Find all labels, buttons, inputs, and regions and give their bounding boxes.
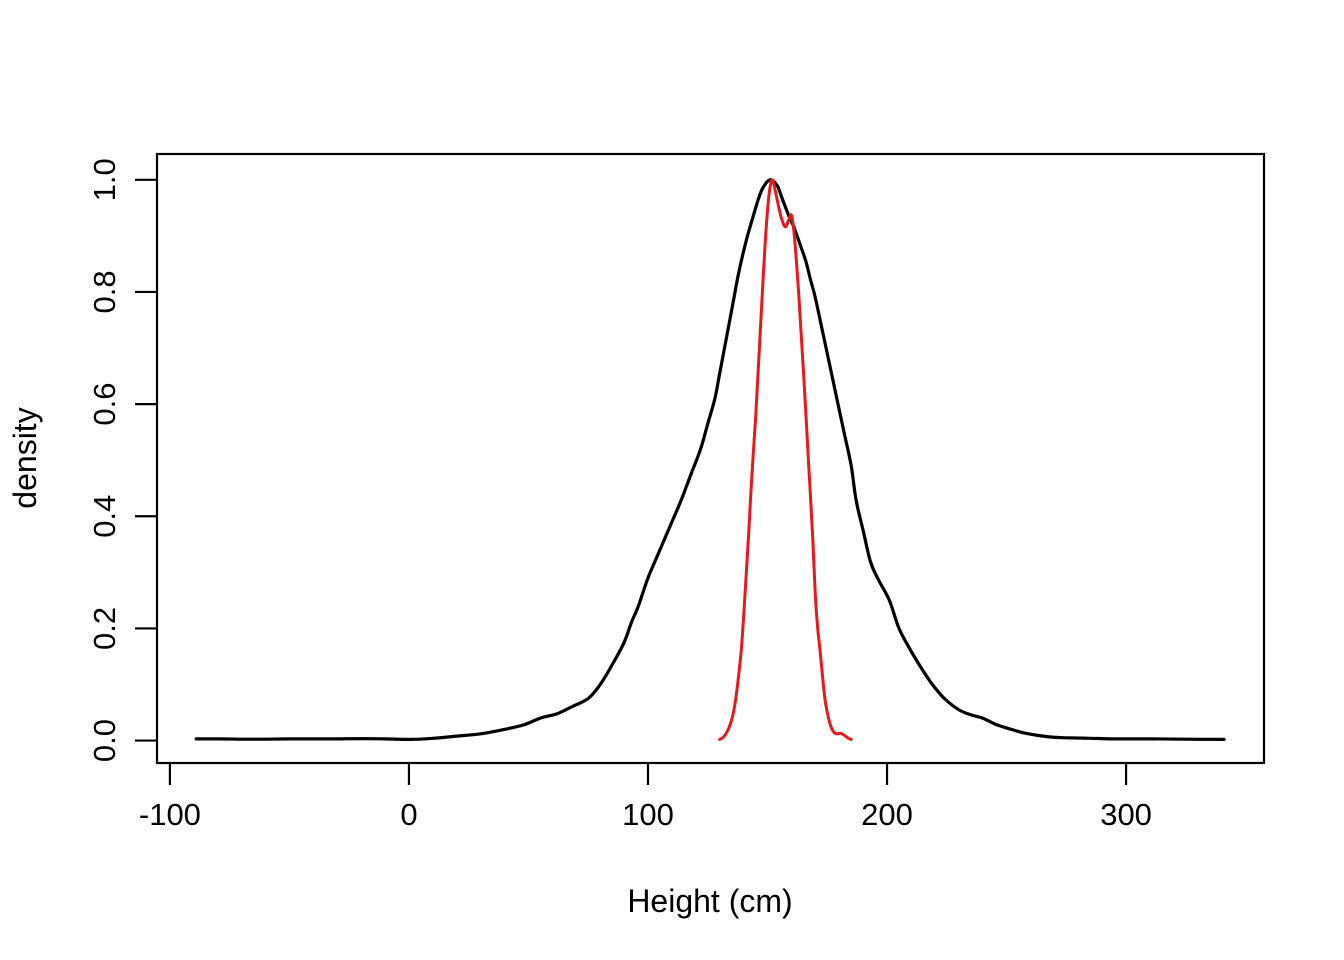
y-tick-label: 0.6 [87,383,122,426]
plot-box [155,152,1266,765]
y-tick-label: 0.8 [87,270,122,313]
x-tick-label: 200 [861,797,913,832]
x-tick-label: -100 [139,797,201,832]
y-tick-label: 0.0 [87,719,122,762]
y-axis-ticks: 0.0 0.2 0.4 0.6 0.8 1.0 [87,158,157,762]
x-tick-label: 300 [1100,797,1152,832]
y-tick-label: 0.2 [87,607,122,650]
density-curves [194,178,1226,742]
y-tick-label: 0.4 [87,495,122,538]
x-tick-label: 100 [622,797,674,832]
x-tick-label: 0 [400,797,417,832]
red-density-curve [718,178,853,741]
y-tick-label: 1.0 [87,158,122,201]
black-density-curve [194,178,1226,742]
x-axis-title: Height (cm) [627,883,792,919]
x-axis-ticks: -100 0 100 200 300 [139,763,1152,832]
y-axis-title: density [7,407,43,508]
